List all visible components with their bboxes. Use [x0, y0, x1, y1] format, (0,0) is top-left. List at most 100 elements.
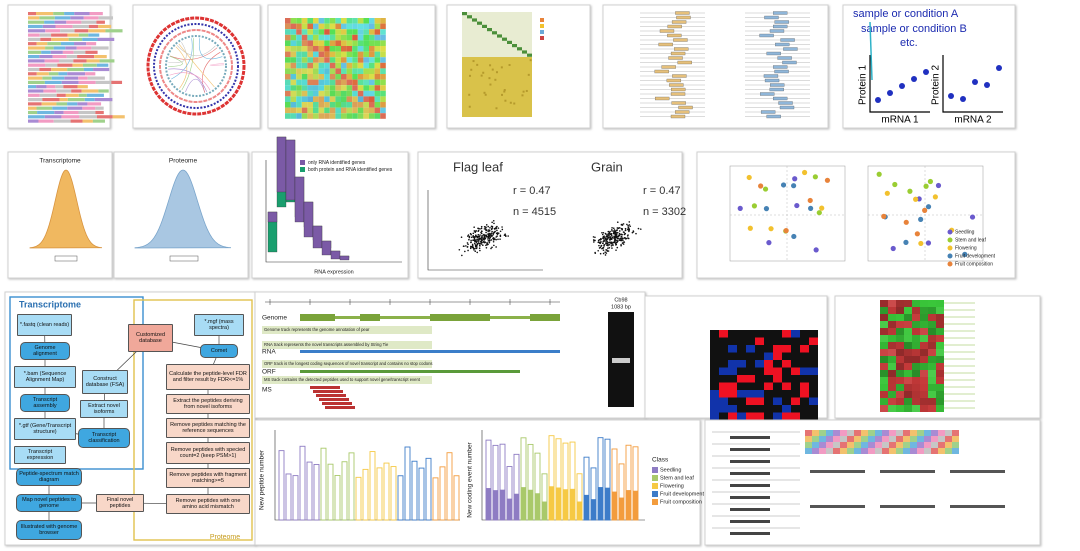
scatter-point	[467, 243, 469, 246]
heat-cell	[880, 314, 888, 321]
heat-cell	[329, 102, 336, 108]
scatter-point	[607, 230, 610, 233]
bar-decor	[37, 110, 55, 115]
peptide	[313, 390, 343, 393]
box	[667, 24, 682, 29]
heat-cell	[313, 85, 319, 91]
heat-cell	[369, 62, 375, 69]
scatter-point	[605, 242, 607, 245]
heat-cell	[719, 390, 728, 398]
scatter-point	[479, 242, 481, 245]
heat-cell	[357, 68, 364, 74]
bar-fill	[591, 499, 596, 520]
heat-cell	[928, 377, 936, 384]
heat-cell	[755, 412, 764, 420]
bar-decor	[43, 89, 57, 93]
scatter-point	[622, 231, 625, 233]
heat-cell	[928, 363, 936, 370]
heat-cell	[329, 18, 336, 24]
heat-cell	[346, 23, 353, 30]
scatter-point	[490, 228, 493, 231]
heat-diag	[487, 28, 492, 32]
heat-cell	[307, 68, 313, 74]
bar-decor	[36, 85, 47, 89]
scatter-point	[466, 246, 469, 248]
heat-cell	[296, 113, 302, 119]
hist-bar	[294, 176, 305, 223]
scatter-point	[622, 223, 625, 225]
scatter-point	[470, 236, 473, 239]
heat-cell	[329, 23, 336, 30]
heat-cell	[773, 367, 782, 375]
bar-decor	[432, 477, 439, 521]
heat-cell	[737, 352, 746, 360]
heat-diag	[492, 31, 497, 35]
heat-noise	[500, 66, 503, 69]
bar-decor	[51, 33, 68, 37]
heat-cell	[352, 90, 358, 97]
heat-cell	[728, 345, 737, 353]
heat-cell	[369, 18, 375, 24]
scatter-point	[616, 239, 619, 242]
heat-cell	[819, 442, 826, 448]
heat-cell	[800, 405, 809, 413]
panel-frame	[132, 4, 261, 129]
bar-decor	[28, 102, 42, 106]
heat-cell	[363, 57, 369, 63]
scatter-point	[612, 243, 614, 245]
heat-cell	[352, 74, 358, 80]
heat-cell	[290, 46, 297, 52]
heat-cell	[746, 352, 755, 360]
hist-bar	[330, 250, 341, 260]
legend-swatch	[652, 475, 658, 481]
heat-noise	[491, 68, 494, 71]
heat-cell	[888, 363, 896, 370]
heat-cell	[296, 51, 302, 58]
scatter-point	[619, 239, 622, 242]
box	[763, 74, 779, 78]
heat-cell	[335, 23, 341, 30]
scatter-point	[594, 236, 596, 239]
heat-cell	[773, 337, 782, 345]
scatter-point	[620, 243, 622, 246]
bar-decor	[28, 33, 40, 37]
track-schema	[730, 472, 770, 475]
heat-cell	[755, 375, 764, 383]
scatter-point	[464, 250, 466, 253]
point	[996, 65, 1002, 71]
peptide	[319, 398, 349, 401]
scatter-point	[496, 225, 498, 228]
heat-cell	[313, 40, 319, 46]
bar-decor	[39, 33, 52, 37]
bar-fill	[626, 490, 631, 520]
note-box	[262, 376, 432, 384]
heat-cell	[357, 34, 364, 41]
heat-cell	[374, 113, 381, 119]
heat-cell	[903, 442, 910, 448]
bar-decor	[79, 115, 97, 119]
heat-cell	[904, 363, 912, 370]
heat-cell	[285, 34, 291, 41]
heat-cell	[896, 448, 903, 454]
pca-point	[907, 188, 913, 194]
heat-cell	[809, 390, 818, 398]
heat-cell	[341, 74, 347, 80]
heat-cell	[374, 46, 381, 52]
panel-frame	[417, 151, 683, 279]
heat-cell	[335, 46, 341, 52]
scatter-point	[613, 236, 615, 238]
bar-decor	[278, 450, 285, 521]
heat-cell	[324, 29, 330, 35]
heat-cell	[285, 85, 291, 91]
heat-cell	[357, 79, 364, 86]
scatter-point	[616, 237, 619, 240]
heat-cell	[335, 107, 341, 114]
heat-noise	[480, 74, 483, 77]
heat-cell	[324, 18, 330, 24]
bar-decor	[292, 475, 299, 521]
bar-fill	[493, 490, 498, 520]
heat-cell	[912, 377, 920, 384]
pca-point	[918, 216, 924, 222]
legend-dot	[947, 237, 953, 243]
scatter-point	[499, 230, 502, 233]
